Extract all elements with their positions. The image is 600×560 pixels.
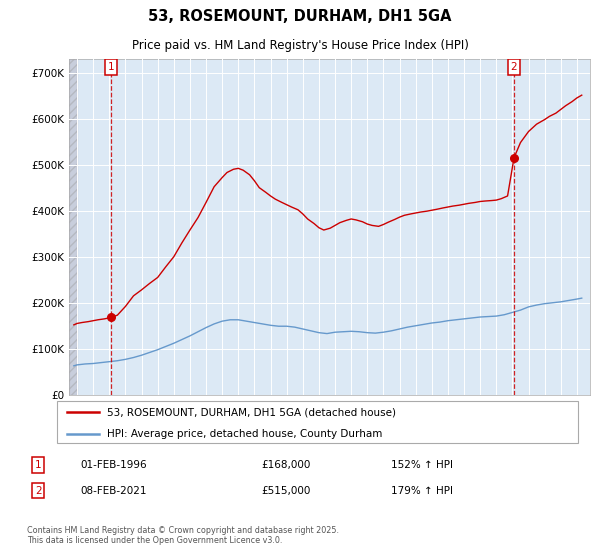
Bar [69, 59, 77, 395]
Text: £168,000: £168,000 [261, 460, 310, 470]
Text: 2: 2 [511, 62, 517, 72]
Text: 01-FEB-1996: 01-FEB-1996 [80, 460, 147, 470]
Text: 179% ↑ HPI: 179% ↑ HPI [391, 486, 452, 496]
Text: Contains HM Land Registry data © Crown copyright and database right 2025.
This d: Contains HM Land Registry data © Crown c… [27, 526, 339, 545]
FancyBboxPatch shape [56, 401, 578, 444]
Text: 08-FEB-2021: 08-FEB-2021 [80, 486, 147, 496]
Text: 53, ROSEMOUNT, DURHAM, DH1 5GA (detached house): 53, ROSEMOUNT, DURHAM, DH1 5GA (detached… [107, 407, 396, 417]
Text: Price paid vs. HM Land Registry's House Price Index (HPI): Price paid vs. HM Land Registry's House … [131, 39, 469, 53]
Text: £515,000: £515,000 [261, 486, 310, 496]
Bar [69, 59, 77, 395]
Text: 1: 1 [35, 460, 41, 470]
Text: 53, ROSEMOUNT, DURHAM, DH1 5GA: 53, ROSEMOUNT, DURHAM, DH1 5GA [148, 9, 452, 24]
Text: HPI: Average price, detached house, County Durham: HPI: Average price, detached house, Coun… [107, 429, 382, 439]
Text: 1: 1 [107, 62, 114, 72]
Text: 2: 2 [35, 486, 41, 496]
Text: 152% ↑ HPI: 152% ↑ HPI [391, 460, 452, 470]
